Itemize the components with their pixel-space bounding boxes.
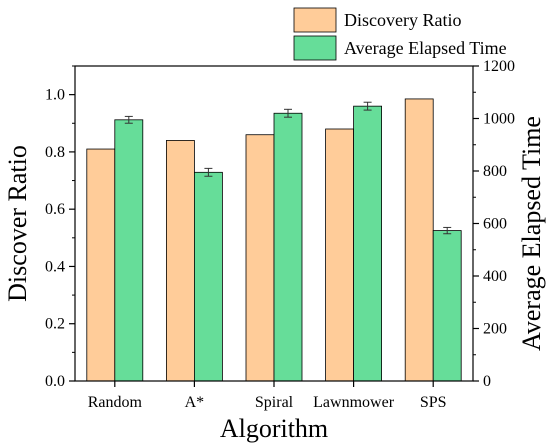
y2-tick-label-6: 1200 [483,58,515,75]
bar-discovery-ratio-1 [165,140,195,382]
y-tick-label-2: 0.4 [45,258,65,275]
x-tick-label-2: Spiral [255,394,294,411]
legend-swatch-1 [293,35,337,61]
legend-swatch-0 [293,7,337,33]
x-axis-title: Algorithm [220,414,328,443]
y2-tick-label-2: 400 [483,268,507,285]
bar-elapsed-time-2 [273,112,303,382]
y-tick-label-1: 0.2 [45,316,65,333]
bar-discovery-ratio-3 [325,128,355,382]
error-bar-1 [204,167,213,177]
bar-elapsed-time-3 [353,105,383,382]
right-axis: 0 200 400 600 800 1000 1200 [473,58,515,390]
error-bar-4 [443,226,452,235]
x-tick-label-4: SPS [420,394,447,411]
legend: Discovery Ratio Average Elapsed Time [293,7,507,61]
x-axis: Random A* Spiral Lawnmower SPS [88,381,447,411]
bar-discovery-ratio-4 [404,98,434,382]
bar-elapsed-time-1 [193,171,223,382]
bar-discovery-ratio-2 [245,134,275,382]
y2-tick-label-3: 600 [483,216,507,233]
bars-layer [86,98,462,382]
x-tick-label-1: A* [185,394,205,411]
y-tick-label-5: 1.0 [45,87,65,104]
y2-axis-title: Average Elapsed Time [517,116,546,351]
x-tick-label-0: Random [88,394,143,411]
y2-tick-label-5: 1000 [483,111,515,128]
bar-elapsed-time-4 [432,230,462,382]
y-tick-label-4: 0.8 [45,144,65,161]
left-axis: 0.0 0.2 0.4 0.6 0.8 1.0 [45,65,75,390]
bar-elapsed-time-0 [114,119,144,382]
error-bars-layer [124,101,452,235]
bar-discovery-ratio-0 [86,148,116,382]
y-tick-label-3: 0.6 [45,201,65,218]
error-bar-2 [284,108,292,118]
y-axis-title: Discover Ratio [3,145,32,302]
legend-label-0: Discovery Ratio [344,10,461,30]
legend-label-1: Average Elapsed Time [344,38,507,58]
y2-tick-label-1: 200 [483,321,507,338]
y-tick-label-0: 0.0 [45,373,65,390]
error-bar-0 [124,115,133,124]
y2-tick-label-4: 800 [483,163,507,180]
error-bar-3 [363,101,372,111]
x-tick-label-3: Lawnmower [313,394,395,411]
y2-tick-label-0: 0 [483,373,491,390]
